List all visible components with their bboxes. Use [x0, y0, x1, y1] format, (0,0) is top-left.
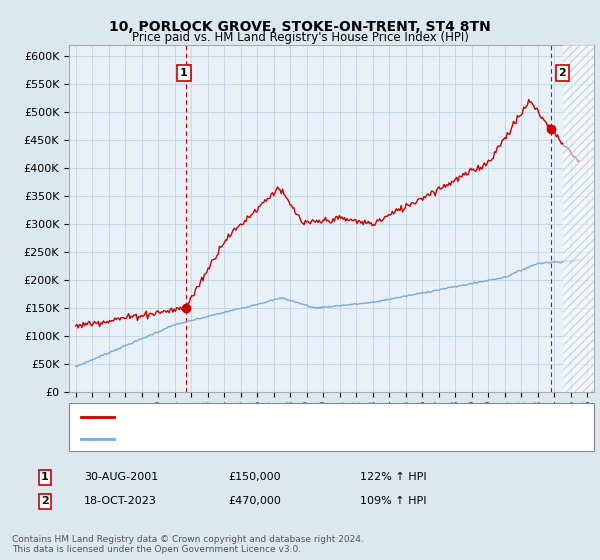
Text: £150,000: £150,000: [228, 472, 281, 482]
Text: 1: 1: [180, 68, 188, 78]
Text: 122% ↑ HPI: 122% ↑ HPI: [360, 472, 427, 482]
Text: 18-OCT-2023: 18-OCT-2023: [84, 496, 157, 506]
Text: 109% ↑ HPI: 109% ↑ HPI: [360, 496, 427, 506]
Text: 10, PORLOCK GROVE, STOKE-ON-TRENT, ST4 8TN (detached house): 10, PORLOCK GROVE, STOKE-ON-TRENT, ST4 8…: [120, 412, 472, 422]
Text: 10, PORLOCK GROVE, STOKE-ON-TRENT, ST4 8TN: 10, PORLOCK GROVE, STOKE-ON-TRENT, ST4 8…: [109, 20, 491, 34]
Text: £470,000: £470,000: [228, 496, 281, 506]
Bar: [563, 45, 594, 392]
Text: Price paid vs. HM Land Registry's House Price Index (HPI): Price paid vs. HM Land Registry's House …: [131, 31, 469, 44]
Text: 2: 2: [559, 68, 566, 78]
Text: 2: 2: [41, 496, 49, 506]
Text: HPI: Average price, detached house, Stoke-on-Trent: HPI: Average price, detached house, Stok…: [120, 434, 388, 444]
Text: 30-AUG-2001: 30-AUG-2001: [84, 472, 158, 482]
Text: 1: 1: [41, 472, 49, 482]
Text: Contains HM Land Registry data © Crown copyright and database right 2024.
This d: Contains HM Land Registry data © Crown c…: [12, 535, 364, 554]
